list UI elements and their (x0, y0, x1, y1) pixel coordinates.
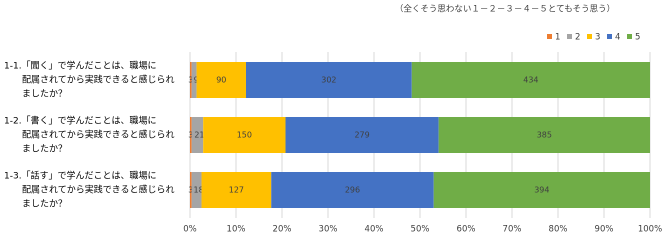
data-label: 127 (229, 186, 244, 195)
bar-segment (190, 172, 192, 208)
category-label: 1-2.「書く」で学んだことは、職場に (4, 115, 157, 127)
category-label: 1-3.「話す」で学んだことは、職場に (4, 170, 157, 182)
data-label: 9 (194, 76, 199, 85)
data-label: 394 (534, 186, 549, 195)
data-label: 296 (345, 186, 360, 195)
chart-title: （全くそう思わない１－２－３－４－５とてもそう思う） (395, 4, 615, 15)
bar-segment (196, 62, 246, 98)
category-label: ましたか？ (22, 89, 67, 100)
legend-swatch (587, 34, 592, 39)
bar-segment (201, 172, 272, 208)
data-label: 3 (188, 131, 193, 140)
bar-segment (191, 117, 204, 153)
legend-swatch (627, 34, 632, 39)
data-label: 90 (216, 76, 226, 85)
x-tick-label: 70% (503, 225, 522, 235)
bar-segment (438, 117, 650, 153)
category-label: 配属されてから実践できると感じられ (22, 129, 175, 141)
category-label: 配属されてから実践できると感じられ (22, 184, 175, 196)
x-tick-label: 40% (365, 225, 384, 235)
bar-segment (245, 62, 412, 98)
x-tick-label: 20% (273, 225, 292, 235)
bar-segment (203, 117, 286, 153)
legend-label: 3 (595, 33, 600, 43)
data-label: 3 (188, 76, 193, 85)
data-label: 279 (354, 131, 369, 140)
x-tick-label: 80% (549, 225, 568, 235)
data-label: 18 (193, 186, 203, 195)
legend-label: 4 (615, 33, 620, 43)
bar-segment (271, 172, 434, 208)
bar-segment (285, 117, 439, 153)
data-label: 3 (188, 186, 193, 195)
legend-label: 5 (635, 33, 640, 43)
bar-segment (411, 62, 650, 98)
legend-swatch (567, 34, 572, 39)
x-tick-label: 30% (319, 225, 338, 235)
data-label: 385 (537, 131, 552, 140)
data-label: 150 (237, 131, 252, 140)
bar-segment (191, 62, 197, 98)
data-label: 434 (523, 76, 538, 85)
category-label: 配属されてから実践できると感じられ (22, 74, 175, 86)
x-tick-label: 60% (457, 225, 476, 235)
x-tick-label: 10% (227, 225, 246, 235)
legend-label: 1 (555, 33, 560, 43)
legend-swatch (607, 34, 612, 39)
category-label: ましたか？ (22, 199, 67, 210)
chart: （全くそう思わない１－２－３－４－５とてもそう思う） 0% 10% 20% 30% 40… (4, 4, 662, 235)
bar-segment (191, 172, 202, 208)
category-label: ましたか？ (22, 144, 67, 155)
data-label: 21 (194, 131, 204, 140)
bar-segment (190, 62, 192, 98)
bar-segment (433, 172, 650, 208)
x-tick-label: 100% (638, 225, 662, 235)
legend-swatch (547, 34, 552, 39)
x-tick-label: 50% (411, 225, 430, 235)
category-label: 1-1.「聞く」で学んだことは、職場に (4, 60, 157, 72)
data-label: 302 (321, 76, 336, 85)
x-tick-label: 90% (595, 225, 614, 235)
x-tick-label: 0% (183, 225, 197, 235)
legend-label: 2 (575, 33, 580, 43)
bar-segment (190, 117, 192, 153)
